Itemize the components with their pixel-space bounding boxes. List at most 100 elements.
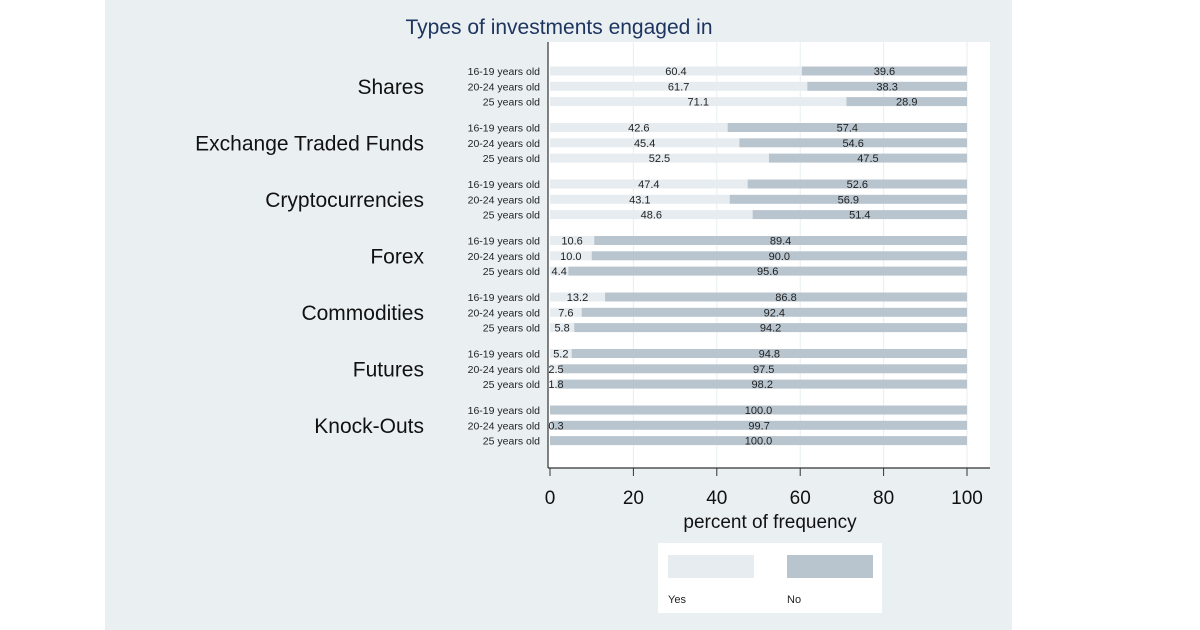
row-label: 20-24 years old bbox=[468, 138, 541, 150]
bar-yes-label: 71.1 bbox=[688, 97, 709, 109]
bar-no-label: 56.9 bbox=[838, 194, 859, 206]
bar-yes bbox=[550, 153, 769, 163]
x-tick-label: 20 bbox=[623, 488, 644, 509]
legend-swatch-no bbox=[787, 555, 873, 578]
bar-yes-label: 48.6 bbox=[641, 210, 662, 222]
bar-yes-label: 60.4 bbox=[665, 66, 686, 78]
row-label: 16-19 years old bbox=[468, 66, 541, 78]
bar-yes bbox=[550, 364, 561, 374]
bar-yes bbox=[550, 251, 592, 261]
bar-no bbox=[557, 379, 967, 389]
bar-no bbox=[846, 97, 967, 107]
bar-no bbox=[560, 364, 967, 374]
bar-no bbox=[581, 307, 967, 317]
bar-no-label: 54.6 bbox=[842, 138, 863, 150]
group-label: Exchange Traded Funds bbox=[195, 133, 424, 156]
bar-yes bbox=[550, 210, 753, 220]
bar-no bbox=[574, 323, 967, 333]
x-axis-label: percent of frequency bbox=[683, 512, 857, 533]
bar-no bbox=[605, 292, 967, 302]
group-label: Forex bbox=[370, 246, 424, 269]
row-label: 16-19 years old bbox=[468, 236, 541, 248]
bar-no bbox=[768, 153, 967, 163]
row-label: 16-19 years old bbox=[468, 179, 541, 191]
legend-swatch-yes bbox=[668, 555, 754, 578]
row-label: 20-24 years old bbox=[468, 307, 541, 319]
bar-yes bbox=[550, 236, 595, 245]
bar-yes bbox=[550, 123, 728, 132]
bar-no-label: 47.5 bbox=[857, 153, 878, 165]
group-label: Knock-Outs bbox=[314, 415, 424, 438]
group-label: Cryptocurrencies bbox=[265, 189, 424, 212]
row-label: 20-24 years old bbox=[468, 420, 541, 432]
bar-no-label: 38.3 bbox=[876, 81, 897, 93]
bar-no-label: 97.5 bbox=[753, 364, 774, 376]
row-label: 16-19 years old bbox=[468, 292, 541, 304]
bar-no bbox=[571, 349, 967, 358]
bar-yes-label: 61.7 bbox=[668, 81, 689, 93]
row-label: 20-24 years old bbox=[468, 364, 541, 376]
x-tick-label: 80 bbox=[873, 488, 894, 509]
bar-yes-label: 13.2 bbox=[567, 292, 588, 304]
bar-yes-label: 42.6 bbox=[628, 123, 649, 135]
bar-yes-label: 47.4 bbox=[638, 179, 659, 191]
bar-no-label: 28.9 bbox=[896, 97, 917, 109]
bar-yes bbox=[550, 292, 606, 302]
legend: Yes No bbox=[658, 543, 882, 613]
bar-yes bbox=[550, 349, 572, 358]
row-label: 25 years old bbox=[483, 436, 540, 448]
bar-yes-label: 52.5 bbox=[649, 153, 670, 165]
bar-yes bbox=[550, 379, 558, 389]
bar-no bbox=[752, 210, 967, 220]
bar-no bbox=[594, 236, 967, 245]
bar-yes bbox=[550, 307, 582, 317]
row-label: 25 years old bbox=[483, 153, 540, 165]
bar-no bbox=[551, 420, 967, 430]
bar-no-label: 98.2 bbox=[752, 379, 773, 391]
x-tick-label: 40 bbox=[706, 488, 727, 509]
bar-yes bbox=[550, 323, 575, 333]
bar-yes-label: 5.2 bbox=[553, 349, 568, 361]
bar-no bbox=[807, 81, 967, 91]
bar-yes bbox=[550, 179, 748, 189]
bar-no bbox=[729, 194, 967, 204]
bar-yes bbox=[550, 266, 569, 276]
group-label: Shares bbox=[357, 76, 424, 99]
bar-no-label: 92.4 bbox=[764, 307, 785, 319]
bar-no bbox=[550, 436, 967, 446]
bar-no-label: 57.4 bbox=[837, 123, 858, 135]
legend-label-no: No bbox=[787, 594, 801, 606]
row-label: 20-24 years old bbox=[468, 194, 541, 206]
row-label: 16-19 years old bbox=[468, 405, 541, 417]
x-tick-label: 100 bbox=[951, 488, 983, 509]
group-label: Commodities bbox=[301, 302, 424, 325]
bar-no bbox=[747, 179, 967, 189]
bar-yes-label: 10.0 bbox=[560, 251, 581, 263]
bar-yes bbox=[550, 81, 808, 91]
bar-no bbox=[739, 138, 967, 148]
bar-no bbox=[550, 405, 967, 415]
x-tick-label: 0 bbox=[545, 488, 556, 509]
bar-yes-label: 4.4 bbox=[552, 266, 567, 278]
row-label: 25 years old bbox=[483, 97, 540, 109]
row-label: 16-19 years old bbox=[468, 349, 541, 361]
row-label: 20-24 years old bbox=[468, 81, 541, 93]
chart-title: Types of investments engaged in bbox=[405, 16, 712, 39]
x-tick-label: 60 bbox=[790, 488, 811, 509]
bar-yes bbox=[550, 66, 802, 76]
bar-no bbox=[801, 66, 967, 76]
bar-no-label: 51.4 bbox=[849, 210, 870, 222]
bar-yes bbox=[550, 194, 730, 204]
bar-no-label: 100.0 bbox=[745, 405, 773, 417]
bar-no-label: 95.6 bbox=[757, 266, 778, 278]
row-label: 25 years old bbox=[483, 323, 540, 335]
bar-no-label: 90.0 bbox=[769, 251, 790, 263]
bar-yes bbox=[550, 138, 740, 148]
legend-label-yes: Yes bbox=[668, 594, 686, 606]
row-label: 25 years old bbox=[483, 210, 540, 222]
bar-no bbox=[591, 251, 967, 261]
bar-yes-label: 10.6 bbox=[561, 236, 582, 248]
bar-no bbox=[727, 123, 967, 132]
group-label: Futures bbox=[353, 359, 424, 382]
